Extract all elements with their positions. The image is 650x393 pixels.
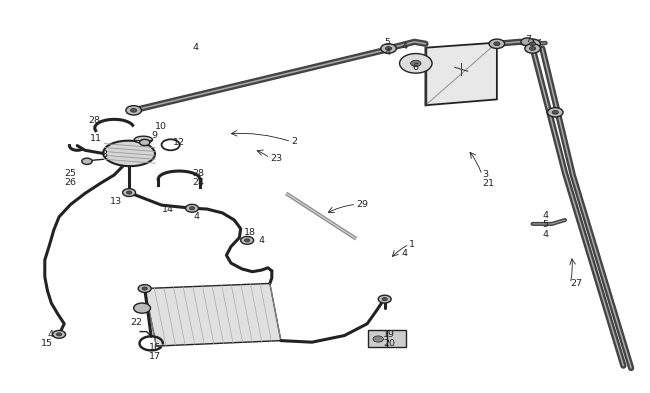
- Circle shape: [411, 60, 421, 66]
- Circle shape: [82, 158, 92, 164]
- Circle shape: [134, 303, 151, 313]
- Circle shape: [126, 106, 142, 115]
- Circle shape: [138, 285, 151, 292]
- Circle shape: [131, 108, 136, 112]
- Text: 16: 16: [149, 343, 161, 352]
- Text: 8: 8: [101, 150, 107, 159]
- Circle shape: [525, 39, 540, 48]
- Text: 29: 29: [356, 200, 368, 209]
- Circle shape: [373, 336, 384, 342]
- Text: 4: 4: [402, 42, 408, 51]
- Text: 18: 18: [244, 228, 256, 237]
- Text: 4: 4: [402, 249, 408, 258]
- Text: 5: 5: [542, 220, 549, 229]
- Text: 4: 4: [385, 48, 391, 57]
- Text: 12: 12: [173, 138, 185, 147]
- Text: 2: 2: [291, 137, 297, 146]
- Text: 9: 9: [151, 131, 157, 140]
- Circle shape: [525, 44, 540, 53]
- Text: 4: 4: [542, 230, 549, 239]
- Circle shape: [142, 287, 148, 290]
- Circle shape: [385, 47, 392, 50]
- Ellipse shape: [103, 141, 155, 166]
- Text: 4: 4: [259, 236, 265, 245]
- Circle shape: [547, 108, 563, 117]
- Circle shape: [127, 191, 132, 194]
- Text: 19: 19: [384, 330, 395, 339]
- Circle shape: [185, 204, 198, 212]
- Text: 3: 3: [482, 171, 488, 180]
- Polygon shape: [145, 283, 281, 346]
- Ellipse shape: [135, 136, 153, 143]
- Text: 5: 5: [385, 39, 391, 48]
- Text: 4: 4: [194, 211, 200, 220]
- Circle shape: [189, 207, 194, 210]
- Text: 4: 4: [542, 211, 549, 220]
- Text: 28: 28: [192, 169, 204, 178]
- Text: 6: 6: [413, 63, 419, 72]
- Text: 4: 4: [47, 330, 53, 339]
- Circle shape: [530, 42, 536, 46]
- Text: 11: 11: [90, 134, 102, 143]
- Text: 15: 15: [41, 339, 53, 348]
- Text: 25: 25: [64, 169, 76, 178]
- Text: 13: 13: [110, 197, 122, 206]
- Text: 28: 28: [88, 116, 100, 125]
- Circle shape: [123, 189, 136, 196]
- Circle shape: [53, 331, 66, 338]
- Circle shape: [489, 39, 504, 48]
- Text: 4: 4: [192, 43, 198, 52]
- Circle shape: [381, 44, 396, 53]
- Text: 22: 22: [131, 318, 142, 327]
- Circle shape: [57, 333, 62, 336]
- Text: 17: 17: [149, 352, 161, 361]
- Text: 26: 26: [64, 178, 76, 187]
- Circle shape: [521, 38, 534, 46]
- Circle shape: [530, 47, 536, 50]
- Text: 27: 27: [570, 279, 582, 288]
- Text: 21: 21: [482, 180, 494, 189]
- Text: 23: 23: [270, 154, 282, 163]
- Circle shape: [400, 53, 432, 73]
- Circle shape: [244, 239, 250, 242]
- Circle shape: [552, 110, 558, 114]
- Circle shape: [494, 42, 500, 46]
- Polygon shape: [426, 42, 497, 105]
- Text: 20: 20: [384, 339, 395, 348]
- Circle shape: [240, 237, 254, 244]
- Circle shape: [140, 140, 150, 145]
- Circle shape: [378, 295, 391, 303]
- Text: 10: 10: [155, 121, 167, 130]
- Circle shape: [382, 298, 387, 301]
- Text: 1: 1: [410, 240, 415, 249]
- FancyBboxPatch shape: [369, 330, 406, 347]
- Text: 24: 24: [192, 178, 204, 187]
- Text: 7: 7: [525, 35, 531, 44]
- Text: 14: 14: [162, 204, 174, 213]
